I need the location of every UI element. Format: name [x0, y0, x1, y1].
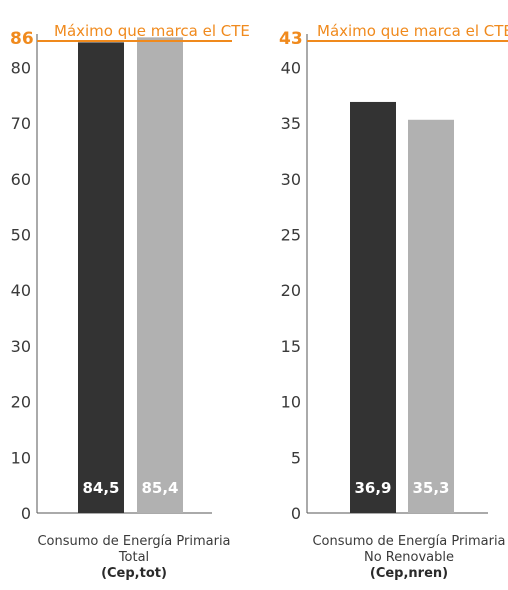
data-label: 36,9 — [354, 479, 391, 497]
y-tick-label: 80 — [11, 58, 31, 77]
limit-label: Máximo que marca el CTE — [317, 22, 508, 40]
y-tick-label: 30 — [11, 337, 31, 356]
data-label: 85,4 — [141, 479, 178, 497]
y-tick-label: 40 — [11, 281, 31, 300]
y-tick-label: 0 — [291, 504, 301, 523]
data-label: 84,5 — [82, 479, 119, 497]
y-tick-label: 15 — [281, 337, 301, 356]
y-tick-label: 25 — [281, 226, 301, 245]
y-tick-label: 10 — [281, 393, 301, 412]
x-axis-label: Consumo de Energía Primaria — [312, 534, 505, 549]
x-axis-label: Consumo de Energía Primaria — [37, 534, 230, 549]
y-tick-label: 20 — [11, 393, 31, 412]
y-tick-label: 20 — [281, 281, 301, 300]
x-axis-label-code: (Cep,nren) — [370, 566, 448, 581]
limit-label: Máximo que marca el CTE — [54, 22, 250, 40]
y-tick-label: 5 — [291, 448, 301, 467]
data-label: 35,3 — [412, 479, 449, 497]
y-tick-label: 50 — [11, 226, 31, 245]
limit-value: 43 — [279, 29, 303, 49]
bar — [350, 101, 396, 513]
x-axis-label: No Renovable — [364, 550, 454, 565]
y-tick-label: 10 — [11, 448, 31, 467]
y-tick-label: 70 — [11, 114, 31, 133]
limit-value: 86 — [10, 29, 34, 49]
x-axis-label: Total — [118, 550, 149, 565]
x-axis-label-code: (Cep,tot) — [101, 566, 167, 581]
bar — [78, 42, 124, 514]
bar — [408, 119, 454, 514]
y-tick-label: 0 — [21, 504, 31, 523]
y-tick-label: 40 — [281, 58, 301, 77]
y-tick-label: 30 — [281, 170, 301, 189]
y-tick-label: 35 — [281, 114, 301, 133]
y-tick-label: 60 — [11, 170, 31, 189]
bar — [137, 37, 183, 514]
